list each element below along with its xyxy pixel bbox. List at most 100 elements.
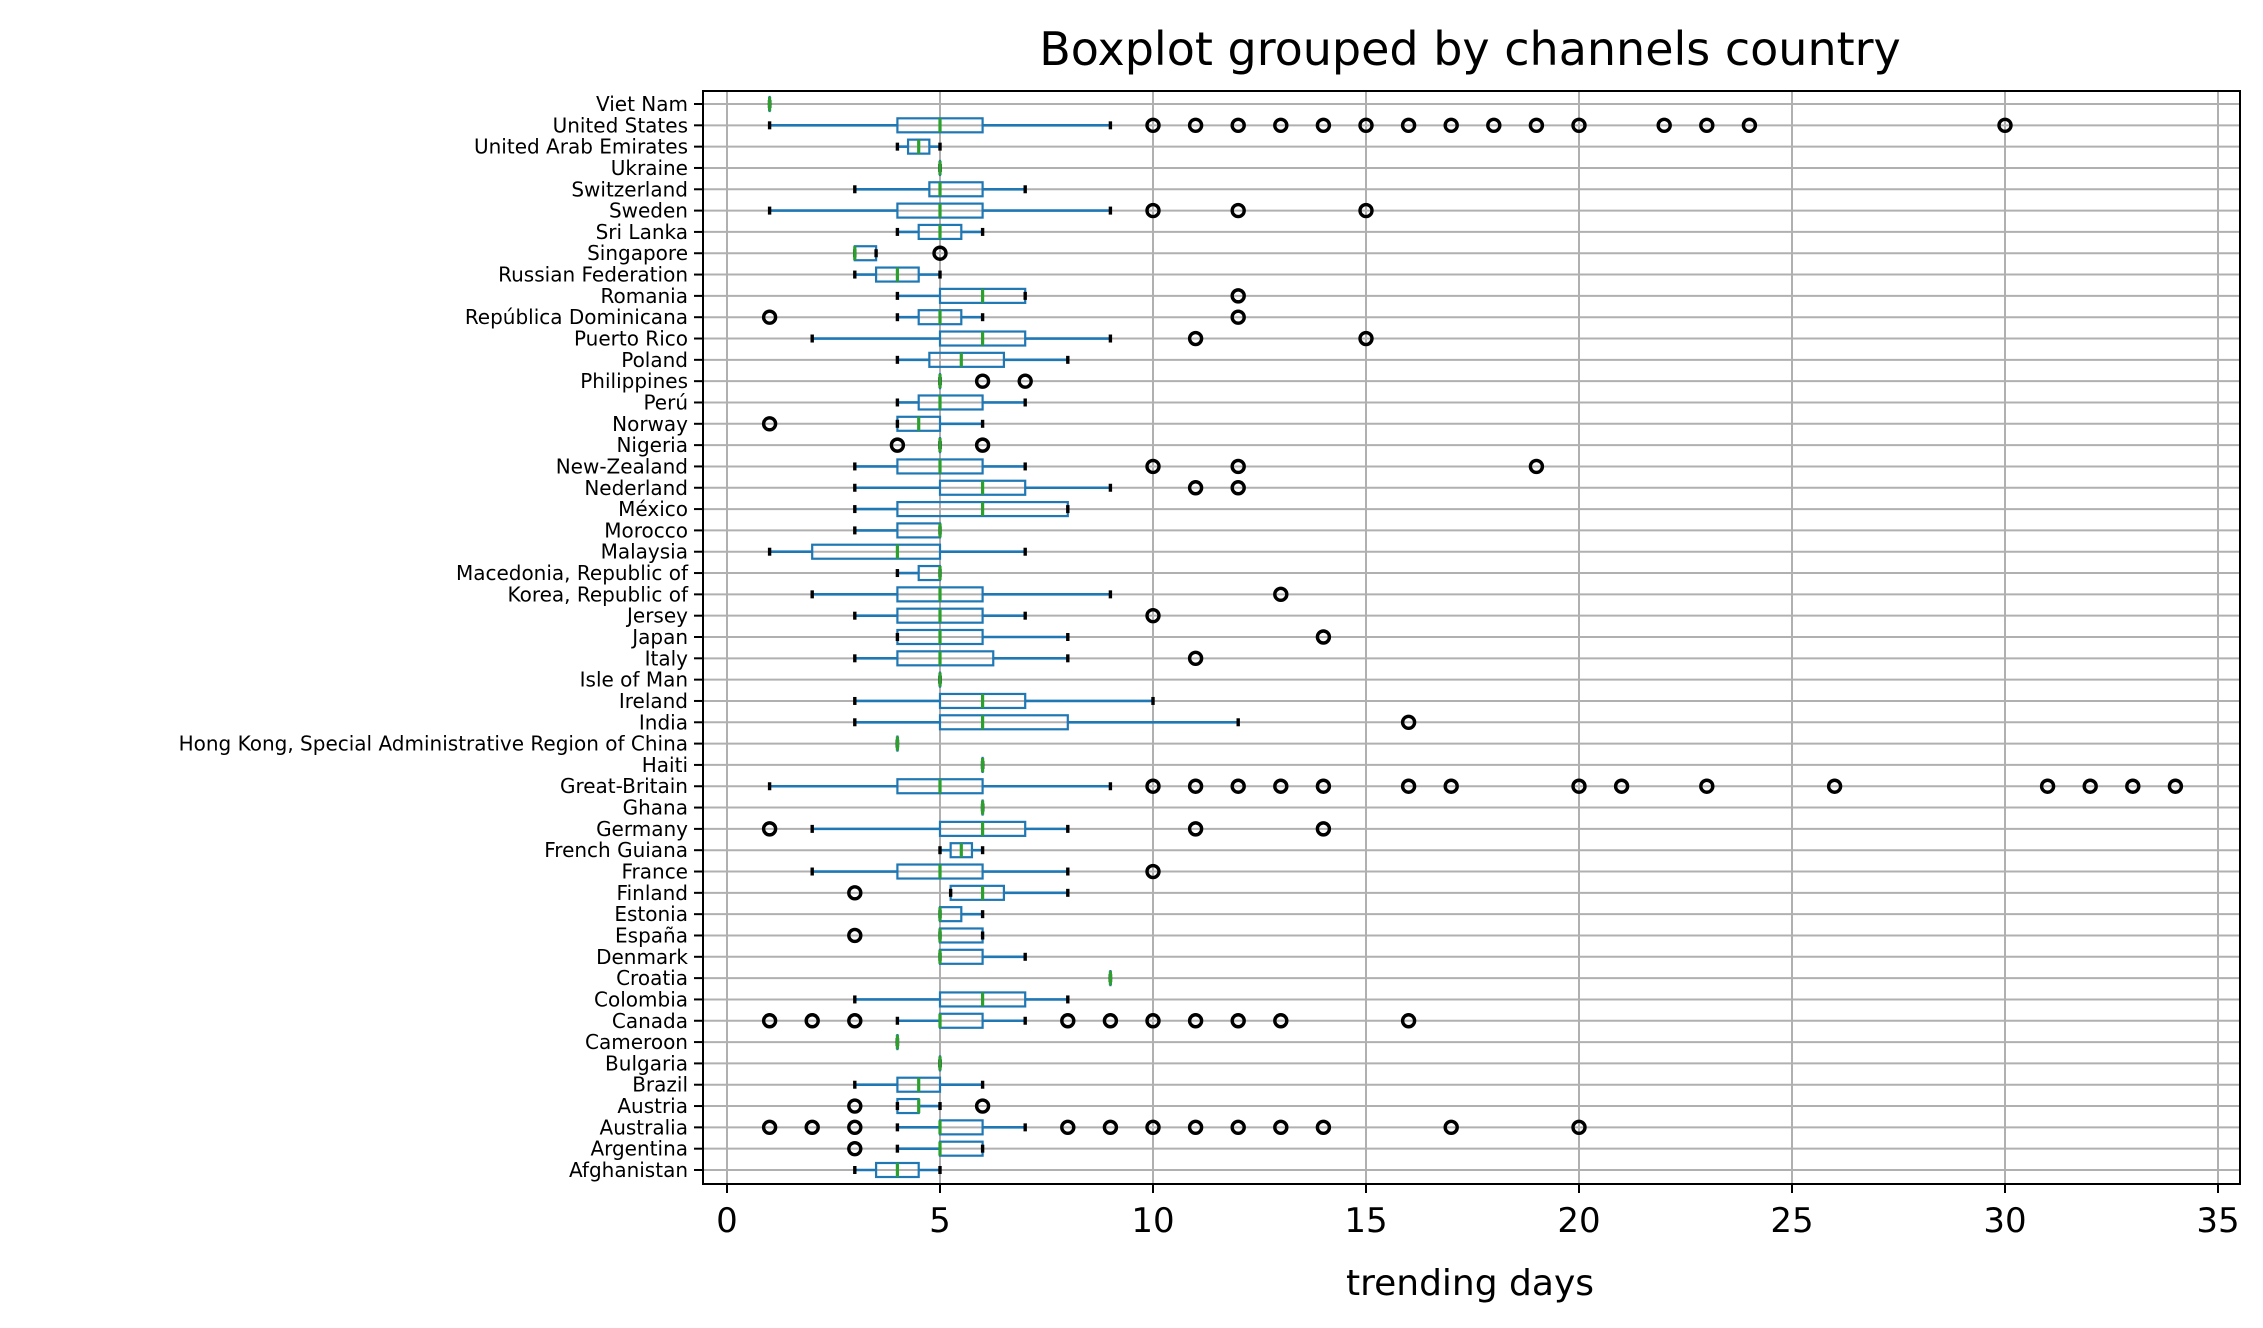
- outlier-point: [1145, 1119, 1161, 1136]
- box-iqr: [938, 714, 1069, 731]
- y-tick-label: Italy: [645, 646, 689, 670]
- outlier-point: [1187, 778, 1204, 794]
- y-tick-label: Cameroon: [585, 1030, 688, 1054]
- outlier-point: [1443, 1119, 1459, 1136]
- outlier-point: [847, 1119, 863, 1136]
- outlier-point: [1273, 117, 1289, 134]
- y-tick-label: New-Zealand: [556, 454, 688, 478]
- y-tick-label: Canada: [612, 1009, 688, 1033]
- y-tick-label: Isle of Man: [580, 668, 688, 692]
- y-tick-label: Germany: [596, 817, 688, 841]
- outlier-point: [1145, 607, 1161, 624]
- y-tick-label: Brazil: [632, 1073, 688, 1097]
- y-tick-label: Haiti: [642, 753, 688, 777]
- outlier-point: [1358, 117, 1374, 134]
- y-tick-label: Philippines: [580, 369, 688, 393]
- outlier-point: [1017, 373, 1033, 389]
- y-tick-label: Sri Lanka: [596, 220, 688, 244]
- boxes: [761, 95, 2184, 1179]
- y-tick-label: Argentina: [590, 1137, 688, 1161]
- outlier-point: [1230, 117, 1246, 134]
- y-tick-label: Estonia: [614, 902, 688, 926]
- outlier-point: [1145, 458, 1161, 475]
- y-tick-label: Austria: [617, 1094, 688, 1118]
- y-tick-label: Nederland: [584, 476, 688, 500]
- outlier-point: [1230, 309, 1246, 325]
- outlier-point: [2082, 778, 2098, 794]
- outlier-point: [847, 885, 863, 901]
- outlier-point: [1315, 1119, 1332, 1136]
- box-iqr: [917, 394, 984, 411]
- outlier-point: [847, 1140, 863, 1157]
- x-tick-label: 35: [2196, 1201, 2239, 1241]
- y-tick-label: Ghana: [623, 796, 688, 820]
- outlier-point: [1315, 117, 1332, 134]
- outlier-point: [804, 1119, 820, 1136]
- outlier-point: [1315, 778, 1332, 794]
- x-tick-label: 15: [1344, 1201, 1387, 1241]
- y-tick-label: Perú: [643, 390, 688, 414]
- axes: 0 5 10 15 20 25 30 35 AfghanistanArgentinaAustra…: [179, 92, 2240, 1241]
- y-tick-label: Malaysia: [601, 540, 688, 564]
- outlier-point: [1230, 1119, 1246, 1136]
- outlier-point: [1571, 778, 1587, 794]
- outlier-point: [1741, 117, 1758, 134]
- x-tick-label: 30: [1983, 1201, 2026, 1241]
- outlier-point: [761, 1119, 778, 1136]
- outlier-point: [1145, 863, 1161, 880]
- y-tick-label: Hong Kong, Special Administrative Region…: [179, 732, 688, 756]
- outlier-point: [974, 373, 991, 389]
- y-tick-label: Korea, Republic of: [507, 582, 688, 606]
- outlier-point: [1528, 458, 1545, 475]
- y-tick-label: French Guiana: [544, 838, 688, 862]
- y-tick-label: Nigeria: [616, 433, 688, 457]
- box-iqr: [896, 650, 995, 667]
- y-tick-label: Poland: [621, 348, 688, 372]
- outlier-point: [889, 437, 906, 453]
- outlier-point: [1826, 778, 1843, 794]
- outlier-point: [1571, 117, 1587, 134]
- x-tick-label: 10: [1131, 1201, 1174, 1241]
- x-tick-label: 0: [716, 1201, 738, 1241]
- y-tick-label: Sweden: [609, 199, 688, 223]
- outlier-point: [974, 437, 991, 453]
- outlier-point: [1060, 1013, 1076, 1029]
- x-tick-label: 20: [1557, 1201, 1600, 1241]
- y-tick-label: India: [639, 710, 688, 734]
- y-tick-label: Morocco: [604, 518, 688, 542]
- box-iqr: [928, 181, 984, 198]
- outlier-point: [2039, 778, 2056, 794]
- outlier-point: [1230, 778, 1246, 794]
- outlier-point: [1656, 117, 1672, 134]
- outlier-point: [1273, 1119, 1289, 1136]
- outlier-point: [2167, 778, 2184, 794]
- outlier-point: [1145, 117, 1161, 134]
- outlier-point: [1400, 1013, 1417, 1029]
- outlier-point: [847, 1013, 863, 1029]
- y-tick-label: Colombia: [594, 987, 688, 1011]
- outlier-point: [974, 1098, 991, 1114]
- outlier-point: [1187, 1013, 1204, 1029]
- x-axis-label: trending days: [1346, 1263, 1594, 1304]
- y-tick-label: España: [615, 923, 688, 947]
- grid-lines: [703, 91, 2240, 1184]
- outlier-point: [1230, 202, 1246, 219]
- outlier-point: [1060, 1119, 1076, 1136]
- y-tick-label: Russian Federation: [498, 263, 688, 287]
- outlier-point: [1528, 117, 1545, 134]
- outlier-point: [1486, 117, 1502, 134]
- x-tick-label: 5: [929, 1201, 951, 1241]
- outlier-point: [1102, 1119, 1119, 1136]
- y-tick-label: United Arab Emirates: [474, 135, 688, 159]
- outlier-point: [1358, 330, 1374, 347]
- outlier-point: [1187, 1119, 1204, 1136]
- y-tick-label: Viet Nam: [596, 92, 688, 116]
- outlier-point: [1315, 629, 1332, 645]
- outlier-point: [1613, 778, 1630, 794]
- outlier-point: [761, 821, 778, 837]
- x-tick-label: 25: [1770, 1201, 1813, 1241]
- y-tick-label: Norway: [612, 412, 688, 436]
- outlier-point: [1187, 650, 1204, 667]
- y-tick-label: Great-Britain: [560, 774, 688, 798]
